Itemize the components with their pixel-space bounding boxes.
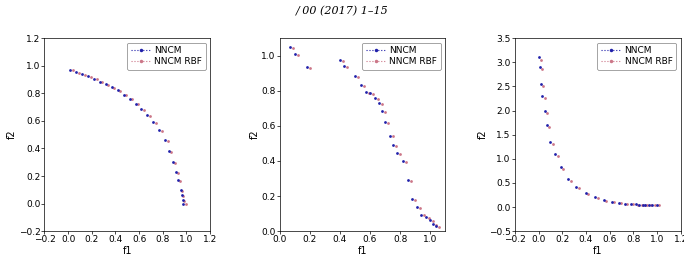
Y-axis label: f2: f2 (250, 130, 260, 140)
Text: / 00 (2017) 1–15: / 00 (2017) 1–15 (295, 5, 389, 16)
X-axis label: f1: f1 (122, 246, 132, 256)
Y-axis label: f2: f2 (7, 130, 17, 140)
X-axis label: f1: f1 (358, 246, 367, 256)
Legend: NNCM, NNCM RBF: NNCM, NNCM RBF (127, 43, 206, 70)
Legend: NNCM, NNCM RBF: NNCM, NNCM RBF (363, 43, 440, 70)
X-axis label: f1: f1 (593, 246, 603, 256)
Legend: NNCM, NNCM RBF: NNCM, NNCM RBF (598, 43, 676, 70)
Y-axis label: f2: f2 (477, 130, 488, 140)
